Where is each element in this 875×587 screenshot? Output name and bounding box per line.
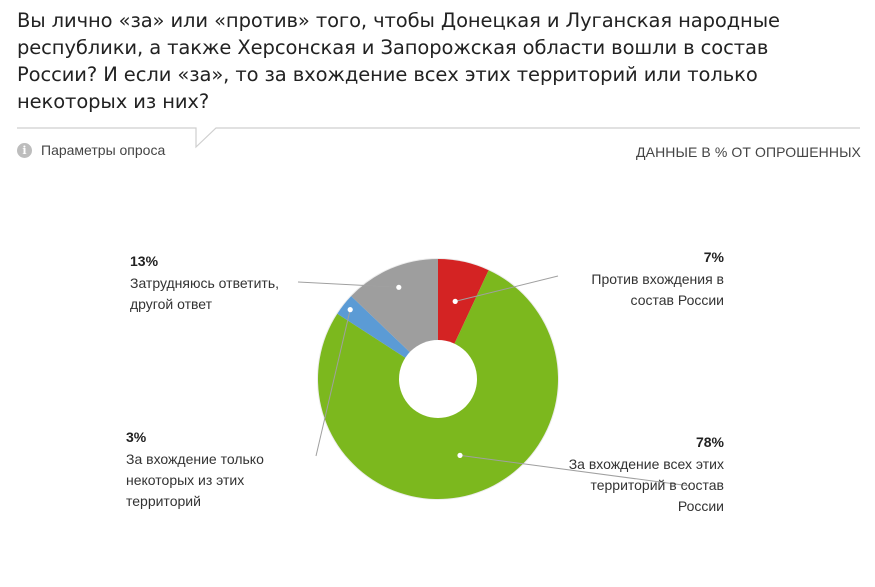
slice-category-label-1-2: России (678, 498, 724, 514)
leader-line-2 (315, 309, 351, 457)
leader-dot-3 (396, 284, 402, 290)
slice-value-label-0: 7% (704, 249, 725, 265)
slice-value-label-2: 3% (126, 429, 147, 445)
slice-category-label-0-0: Против вхождения в (591, 271, 724, 287)
leader-dot-1 (457, 452, 463, 458)
slice-category-label-3-1: другой ответ (130, 296, 213, 312)
title-divider (17, 127, 860, 149)
data-units-label: ДАННЫЕ В % ОТ ОПРОШЕННЫХ (636, 144, 861, 160)
survey-params-label: Параметры опроса (41, 142, 166, 158)
slice-category-label-2-0: За вхождение только (126, 451, 264, 467)
slice-category-label-0-1: состав России (631, 292, 724, 308)
donut-hole (399, 340, 477, 418)
slice-category-label-2-1: некоторых из этих (126, 472, 244, 488)
slice-category-label-2-2: территорий (126, 493, 201, 509)
slice-category-label-1-0: За вхождение всех этих (569, 456, 724, 472)
slice-value-label-3: 13% (130, 253, 159, 269)
leader-line-1 (459, 454, 691, 487)
survey-params-toggle[interactable]: i Параметры опроса (17, 142, 165, 158)
leader-dot-2 (347, 307, 353, 313)
leader-dot-0 (452, 298, 458, 304)
slice-category-label-1-1: территорий в состав (590, 477, 724, 493)
leader-line-0 (455, 275, 559, 302)
info-icon: i (17, 142, 32, 158)
slice-value-label-1: 78% (696, 434, 725, 450)
slice-category-label-3-0: Затрудняюсь ответить, (130, 275, 279, 291)
leader-line-3 (297, 281, 399, 288)
chart-title: Вы лично «за» или «против» того, чтобы Д… (17, 9, 780, 113)
